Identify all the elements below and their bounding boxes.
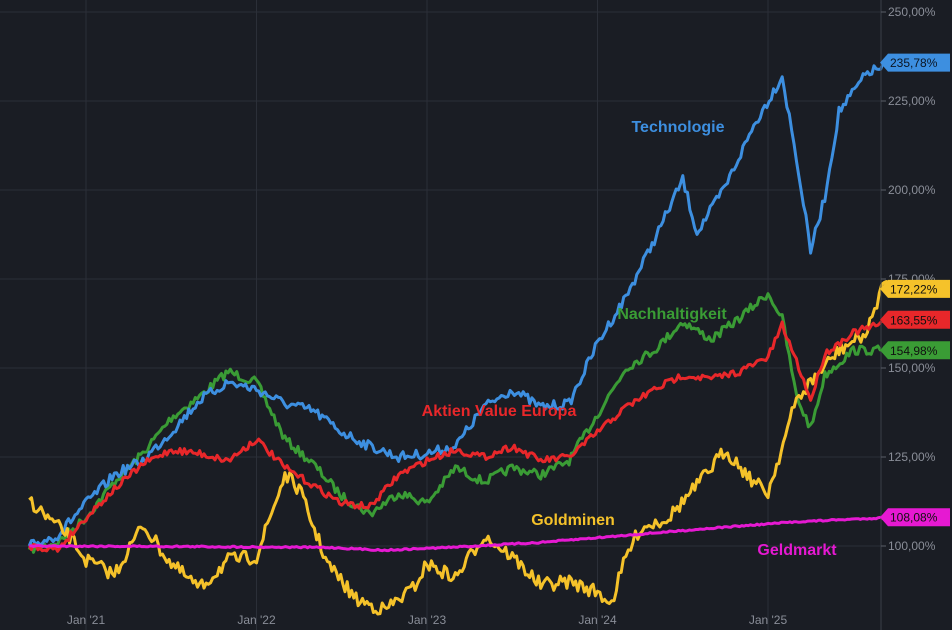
series-labels: Technologie Nachhaltigkeit Aktien Value Eu… [422, 119, 838, 559]
series-label-technologie: Technologie [631, 119, 724, 136]
badge-value-aktien-value-europa: 163,55% [890, 313, 938, 327]
x-axis-ticks: Jan '21 Jan '22 Jan '23 Jan '24 Jan '25 [67, 613, 788, 627]
badge-value-nachhaltigkeit: 154,98% [890, 344, 938, 358]
series-label-geldmarkt: Geldmarkt [757, 542, 837, 559]
y-tick-label: 200,00% [888, 183, 936, 197]
series-label-nachhaltigkeit: Nachhaltigkeit [617, 306, 727, 323]
x-tick-label: Jan '22 [237, 613, 276, 627]
x-tick-label: Jan '21 [67, 613, 106, 627]
series-lines [27, 58, 898, 616]
series-line-aktien-value-europa [27, 318, 897, 553]
y-axis-ticks: 100,00%125,00%150,00%175,00%200,00%225,0… [881, 5, 936, 553]
badge-value-technologie: 235,78% [890, 56, 938, 70]
series-label-aktien-value-europa: Aktien Value Europa [422, 403, 577, 420]
badge-nachhaltigkeit [880, 341, 950, 360]
y-tick-label: 250,00% [888, 5, 936, 19]
series-line-technologie [27, 58, 898, 547]
badge-value-goldminen: 172,22% [890, 282, 938, 296]
badge-technologie [880, 53, 950, 72]
x-tick-label: Jan '25 [749, 613, 788, 627]
series-line-geldmarkt [29, 515, 897, 553]
x-tick-label: Jan '24 [578, 613, 617, 627]
last-value-badges: 235,78% 154,98% 163,55% 172,22% 108,08% [880, 53, 950, 527]
series-line-nachhaltigkeit [27, 292, 898, 554]
y-tick-label: 225,00% [888, 94, 936, 108]
badge-geldmarkt [880, 508, 950, 527]
x-tick-label: Jan '23 [408, 613, 447, 627]
y-tick-label: 150,00% [888, 361, 936, 375]
badge-value-geldmarkt: 108,08% [890, 511, 938, 525]
badge-aktien-value-europa [880, 310, 950, 329]
y-tick-label: 100,00% [888, 539, 936, 553]
series-line-goldminen [28, 280, 898, 616]
badge-goldminen [880, 279, 950, 298]
series-label-goldminen: Goldminen [531, 512, 615, 529]
y-tick-label: 125,00% [888, 450, 936, 464]
